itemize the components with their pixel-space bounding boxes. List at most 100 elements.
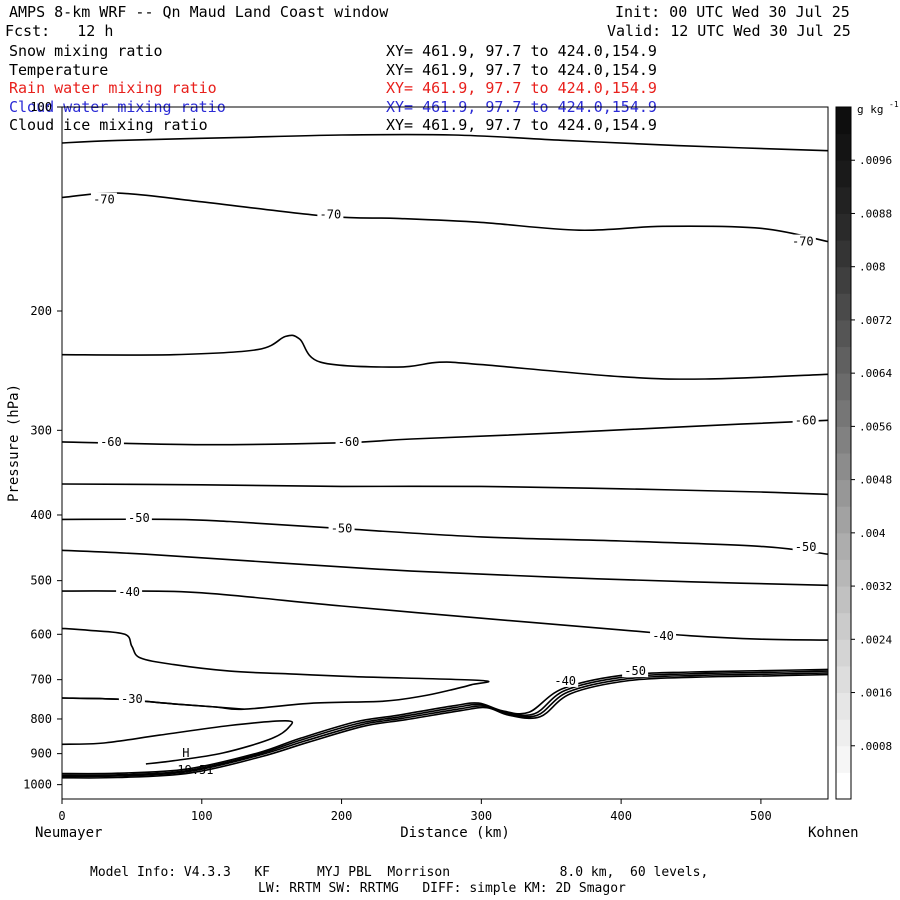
temperature-contour: [61, 133, 829, 152]
x-left-endpoint-label: Neumayer: [35, 825, 102, 841]
x-axis-label: Distance (km): [400, 825, 510, 841]
colorbar-tick-label: .008: [859, 261, 886, 274]
contour-label-bg: [125, 510, 152, 524]
x-tick-label: 300: [470, 809, 492, 823]
colorbar-swatch: [836, 346, 851, 374]
y-tick-label: 900: [30, 747, 52, 761]
x-tick-label: 400: [610, 809, 632, 823]
colorbar-swatch: [836, 240, 851, 268]
contour-label: -70: [792, 235, 814, 249]
contour-label-bg: [789, 234, 816, 248]
y-tick-label: 400: [30, 508, 52, 522]
colorbar-swatch: [836, 293, 851, 321]
colorbar-swatch: [836, 453, 851, 481]
temperature-contour: [61, 549, 829, 587]
field-name: Rain water mixing ratio: [9, 79, 217, 97]
extremum-marker: H: [182, 746, 189, 760]
y-tick-label: 1000: [23, 778, 52, 792]
field-name: Cloud ice mixing ratio: [9, 116, 208, 134]
y-tick-label: 200: [30, 304, 52, 318]
colorbar-swatch: [836, 133, 851, 161]
colorbar-swatch: [836, 506, 851, 534]
colorbar-swatch: [836, 319, 851, 348]
temperature-contour: [61, 192, 829, 243]
colorbar-unit: g kg: [857, 103, 884, 116]
model-info-line2: LW: RRTM SW: RRTMG DIFF: simple KM: 2D S…: [258, 881, 626, 896]
contour-label-bg: [97, 434, 124, 448]
temperature-contour: [61, 719, 294, 765]
temperature-contour: [61, 590, 829, 641]
colorbar-tick-label: .0088: [859, 207, 892, 220]
contour-label: -70: [93, 193, 115, 207]
contour-label: -50: [331, 522, 353, 536]
contour-label: -70: [320, 207, 342, 221]
colorbar-tick-label: .0024: [859, 633, 892, 646]
y-axis-label: Pressure (hPa): [6, 384, 22, 502]
colorbar-tick-label: .004: [859, 527, 886, 540]
temperature-contour: [61, 419, 829, 446]
colorbar-tick-label: .0056: [859, 420, 892, 433]
colorbar-swatch: [836, 639, 851, 667]
contour-label: -50: [624, 664, 646, 678]
colorbar-tick-label: .0032: [859, 580, 892, 593]
colorbar-swatch: [836, 532, 851, 560]
temperature-contour: [61, 518, 829, 555]
y-tick-label: 600: [30, 627, 52, 641]
colorbar-swatch: [836, 213, 851, 241]
field-xy: XY= 461.9, 97.7 to 424.0,154.9: [386, 60, 657, 79]
y-tick-label: 100: [30, 100, 52, 114]
colorbar-swatch: [836, 160, 851, 188]
colorbar-tick-label: .0008: [859, 740, 892, 753]
temperature-contour: [61, 670, 829, 776]
field-name: Temperature: [9, 60, 109, 79]
contour-label: -40: [554, 674, 576, 688]
colorbar-tick-label: .0016: [859, 687, 892, 700]
y-tick-label: 700: [30, 673, 52, 687]
extremum-value: -19.51: [170, 763, 213, 777]
temperature-contour: [61, 668, 829, 775]
colorbar-tick-label: .0096: [859, 154, 892, 167]
colorbar-frame: [835, 106, 852, 800]
colorbar-swatch: [836, 266, 851, 294]
init-time: Init: 00 UTC Wed 30 Jul 25: [615, 3, 850, 21]
model-info-line1: Model Info: V4.3.3 KF MYJ PBL Morrison 8…: [90, 865, 709, 880]
contour-label-bg: [317, 207, 344, 221]
colorbar-swatch: [836, 559, 851, 587]
x-tick-label: 100: [191, 809, 213, 823]
colorbar-swatch: [836, 586, 851, 614]
colorbar-swatch: [836, 186, 851, 214]
colorbar-swatch: [836, 772, 851, 800]
colorbar-swatch: [836, 426, 851, 454]
contour-label-bg: [792, 413, 819, 427]
colorbar-swatch: [836, 479, 851, 507]
contour-label-bg: [650, 628, 677, 642]
field-xy: XY= 461.9, 97.7 to 424.0,154.9: [386, 79, 657, 97]
contour-label: -40: [652, 629, 674, 643]
chart-title: AMPS 8-km WRF -- Qn Maud Land Coast wind…: [9, 3, 389, 21]
contour-label: -40: [118, 585, 140, 599]
x-right-endpoint-label: Kohnen: [808, 825, 859, 841]
contour-label: -50: [795, 540, 817, 554]
contour-label-bg: [90, 192, 117, 206]
colorbar-swatch: [836, 373, 851, 401]
y-tick-label: 300: [30, 423, 52, 437]
field-xy: XY= 461.9, 97.7 to 424.0,154.9: [386, 116, 657, 134]
x-tick-label: 0: [58, 809, 65, 823]
x-tick-label: 200: [331, 809, 353, 823]
valid-time: Valid: 12 UTC Wed 30 Jul 25: [607, 22, 851, 40]
plot-frame: [61, 106, 829, 800]
contour-label: -50: [128, 511, 150, 525]
contour-label: -60: [338, 435, 360, 449]
temperature-contour: [61, 673, 829, 779]
contour-label-bg: [116, 585, 143, 599]
colorbar-swatch: [836, 107, 851, 135]
colorbar-swatch: [836, 692, 851, 720]
contour-label-bg: [552, 673, 579, 687]
field-name: Snow mixing ratio: [9, 42, 163, 60]
contour-label-bg: [118, 692, 145, 706]
contour-label: -60: [100, 435, 122, 449]
contour-label-bg: [622, 664, 649, 678]
contour-label-bg: [792, 540, 819, 554]
colorbar-tick-label: .0072: [859, 314, 892, 327]
